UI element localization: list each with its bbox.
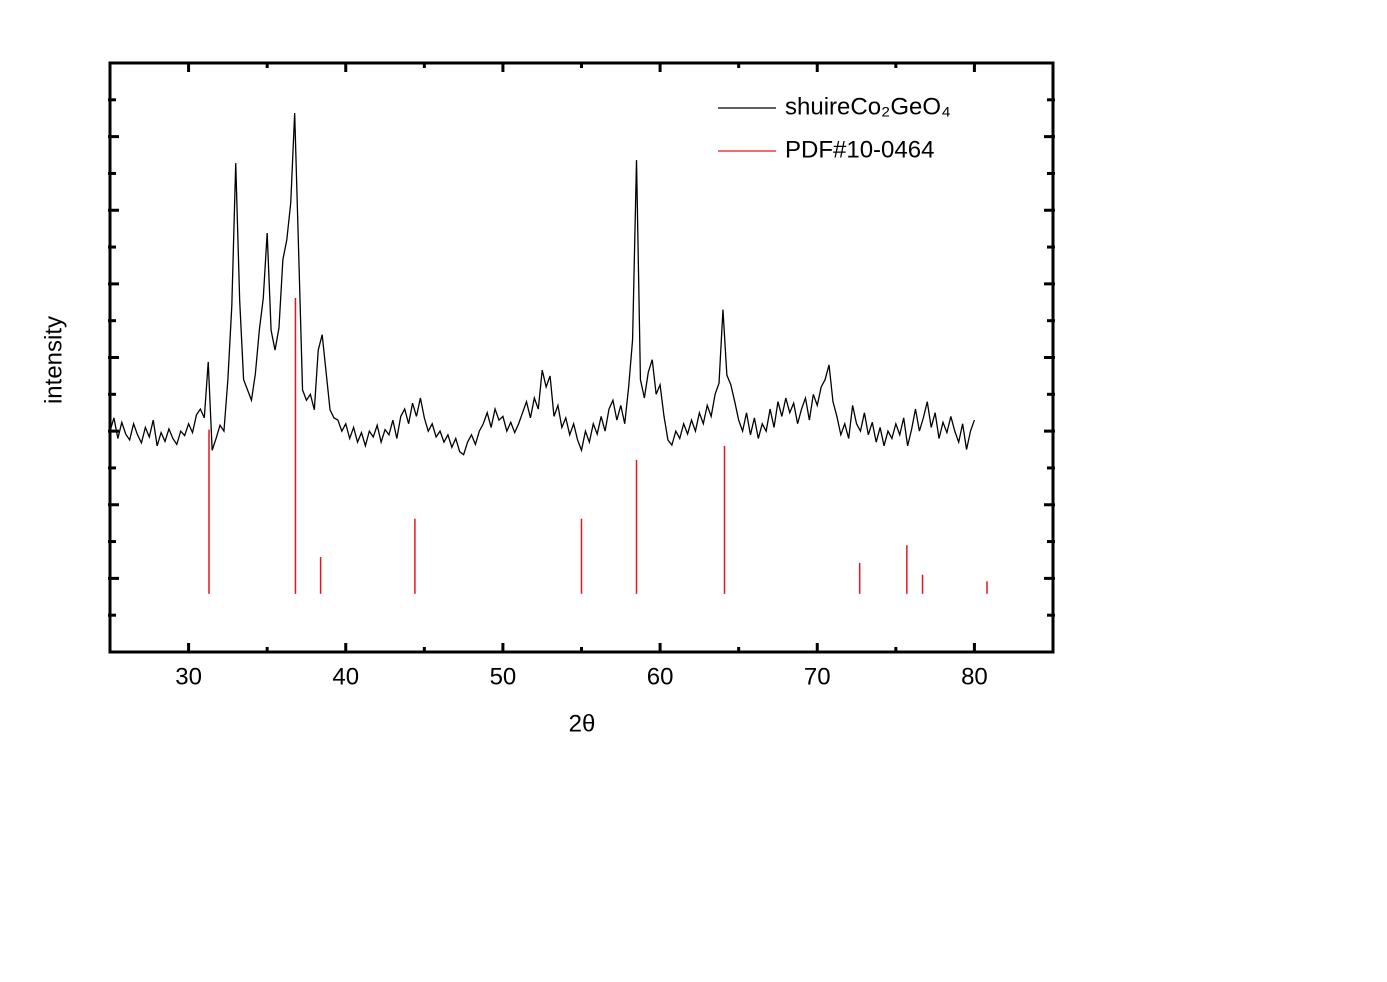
plot-frame [108,61,1055,654]
y-axis-title: intensity [40,316,67,404]
x-tick-label: 70 [804,663,831,690]
x-tick-label: 30 [175,663,202,690]
x-tick-label: 80 [961,663,988,690]
legend-label: PDF#10-0464 [785,136,934,163]
x-tick-label: 40 [332,663,359,690]
x-tick-label: 60 [647,663,674,690]
legend-label: shuireCo₂GeO₄ [785,93,951,120]
x-axis-title: 2θ [569,710,596,737]
x-tick-label: 50 [490,663,517,690]
data-line [109,113,976,456]
